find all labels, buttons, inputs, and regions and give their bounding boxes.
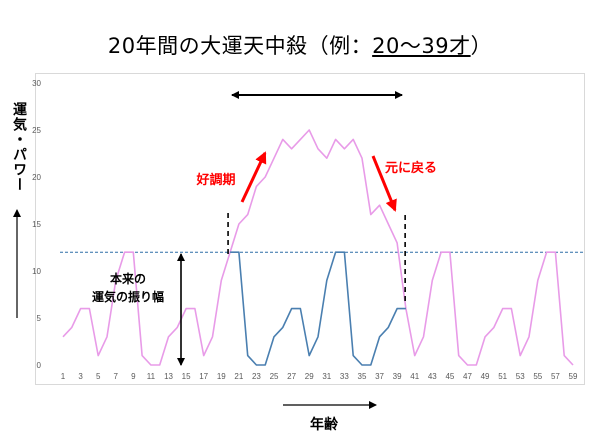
chart-title: 20年間の大運天中殺（例：20～39才） (0, 30, 600, 60)
x-tick-label: 49 (481, 372, 490, 381)
title-range: 20～39才 (372, 34, 471, 58)
x-tick-label: 13 (164, 372, 173, 381)
x-tick-label: 59 (569, 372, 578, 381)
x-tick-label: 7 (114, 372, 119, 381)
y-tick-label: 20 (32, 173, 41, 182)
x-tick-label: 29 (305, 372, 314, 381)
x-tick-label: 47 (463, 372, 472, 381)
series-line-pink (62, 129, 574, 366)
x-tick-label: 17 (199, 372, 208, 381)
x-tick-label: 3 (78, 372, 83, 381)
y-tick-label: 25 (32, 126, 41, 135)
series-line-blue (230, 251, 406, 366)
rising-annotation: 好調期 (195, 172, 235, 188)
x-tick-label: 41 (410, 372, 419, 381)
falling-arrow (371, 155, 397, 212)
title-prefix: 20年間の大運天中殺（例： (107, 34, 373, 58)
y-tick-label: 5 (37, 314, 42, 323)
x-tick-label: 55 (533, 372, 542, 381)
x-tick-label: 43 (428, 372, 437, 381)
y-tick-label: 10 (32, 267, 41, 276)
x-tick-label: 5 (96, 372, 101, 381)
x-tick-label: 37 (375, 372, 384, 381)
x-tick-label: 9 (131, 372, 136, 381)
x-tick-label: 39 (393, 372, 402, 381)
falling-annotation: 元に戻る (385, 160, 437, 176)
x-tick-label: 53 (516, 372, 525, 381)
x-tick-label: 19 (217, 372, 226, 381)
amplitude-label-line2: 運気の振り幅 (92, 289, 164, 304)
x-tick-label: 45 (445, 372, 454, 381)
x-tick-label: 57 (551, 372, 560, 381)
x-tick-label: 21 (234, 372, 243, 381)
rising-arrow (240, 151, 267, 203)
title-suffix: ） (470, 34, 493, 58)
plot-frame (35, 73, 585, 385)
x-tick-label: 25 (270, 372, 279, 381)
x-tick-label: 51 (498, 372, 507, 381)
y-tick-label: 0 (37, 361, 42, 370)
y-axis-label: 運気・パワー (11, 102, 27, 192)
x-tick-label: 31 (322, 372, 331, 381)
y-tick-label: 30 (32, 79, 41, 88)
x-tick-label: 27 (287, 372, 296, 381)
x-axis-label: 年齢 (310, 417, 338, 433)
x-tick-label: 33 (340, 372, 349, 381)
amplitude-label-line1: 本来の (110, 271, 146, 286)
x-tick-label: 35 (358, 372, 367, 381)
x-tick-label: 23 (252, 372, 261, 381)
x-tick-label: 15 (182, 372, 191, 381)
x-tick-label: 11 (147, 372, 156, 381)
x-tick-label: 1 (61, 372, 66, 381)
y-tick-label: 15 (32, 220, 41, 229)
